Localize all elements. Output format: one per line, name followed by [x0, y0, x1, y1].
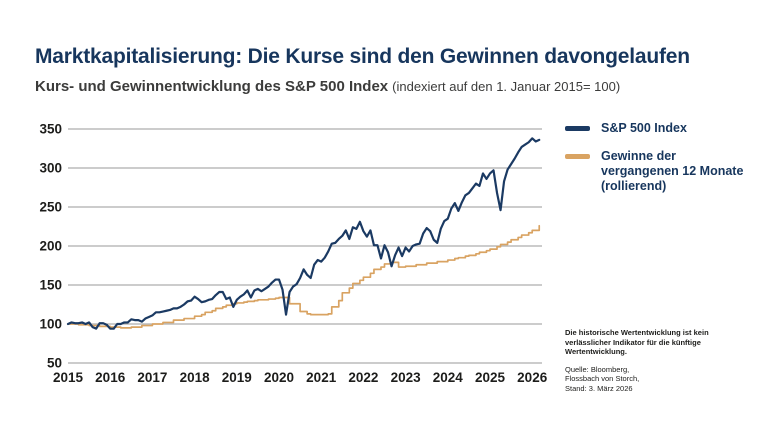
legend-label-earnings-line1: Gewinne der [601, 149, 677, 163]
x-tick-label: 2015 [53, 370, 84, 385]
y-tick-label: 350 [39, 122, 62, 137]
y-tick-label: 200 [39, 239, 62, 254]
x-tick-label: 2021 [306, 370, 337, 385]
page-title: Marktkapitalisierung: Die Kurse sind den… [35, 45, 690, 68]
x-tick-label: 2024 [433, 370, 464, 385]
x-tick-label: 2022 [348, 370, 378, 385]
chart-legend: S&P 500 Index Gewinne der vergangenen 12… [565, 121, 755, 207]
earnings-line-swatch [565, 154, 590, 159]
source-line-1: Quelle: Bloomberg, [565, 364, 630, 374]
legend-item-sp500: S&P 500 Index [565, 121, 755, 136]
x-tick-label: 2019 [222, 370, 252, 385]
legend-label-earnings: Gewinne der vergangenen 12 Monate (rolli… [601, 149, 743, 194]
source-note: Quelle: Bloomberg, Flossbach von Storch,… [565, 365, 755, 394]
earnings-line [67, 224, 541, 329]
y-tick-label: 150 [39, 278, 62, 293]
legend-label-earnings-line2: vergangenen 12 Monate [601, 164, 744, 178]
legend-item-earnings: Gewinne der vergangenen 12 Monate (rolli… [565, 149, 755, 194]
legend-label-earnings-line3: (rollierend) [601, 179, 667, 193]
y-tick-label: 300 [39, 161, 62, 176]
x-tick-label: 2020 [264, 370, 294, 385]
source-line-3: Stand: 3. März 2026 [565, 383, 633, 393]
sp500-line [66, 137, 541, 330]
footnote-block: Die historische Wertentwicklung ist kein… [565, 328, 755, 393]
y-tick-label: 100 [39, 317, 62, 332]
subtitle-index-note: (indexiert auf den 1. Januar 2015= 100) [392, 79, 621, 94]
sp500-line-swatch [565, 126, 590, 131]
x-tick-label: 2023 [391, 370, 422, 385]
chart-subtitle: Kurs- und Gewinnentwicklung des S&P 500 … [35, 78, 745, 96]
x-tick-label: 2026 [517, 370, 548, 385]
risk-disclaimer: Die historische Wertentwicklung ist kein… [565, 328, 709, 356]
x-tick-label: 2025 [475, 370, 506, 385]
y-tick-label: 50 [47, 356, 62, 371]
x-tick-label: 2017 [137, 370, 167, 385]
subtitle-main: Kurs- und Gewinnentwicklung des S&P 500 … [35, 78, 389, 95]
y-tick-label: 250 [39, 200, 62, 215]
legend-label-sp500: S&P 500 Index [601, 121, 687, 135]
x-tick-label: 2016 [95, 370, 126, 385]
source-line-2: Flossbach von Storch, [565, 374, 640, 383]
x-tick-label: 2018 [180, 370, 211, 385]
line-chart: 50 100 150 200 250 300 350 2015 2016 2017 2018 2019… [39, 122, 548, 386]
